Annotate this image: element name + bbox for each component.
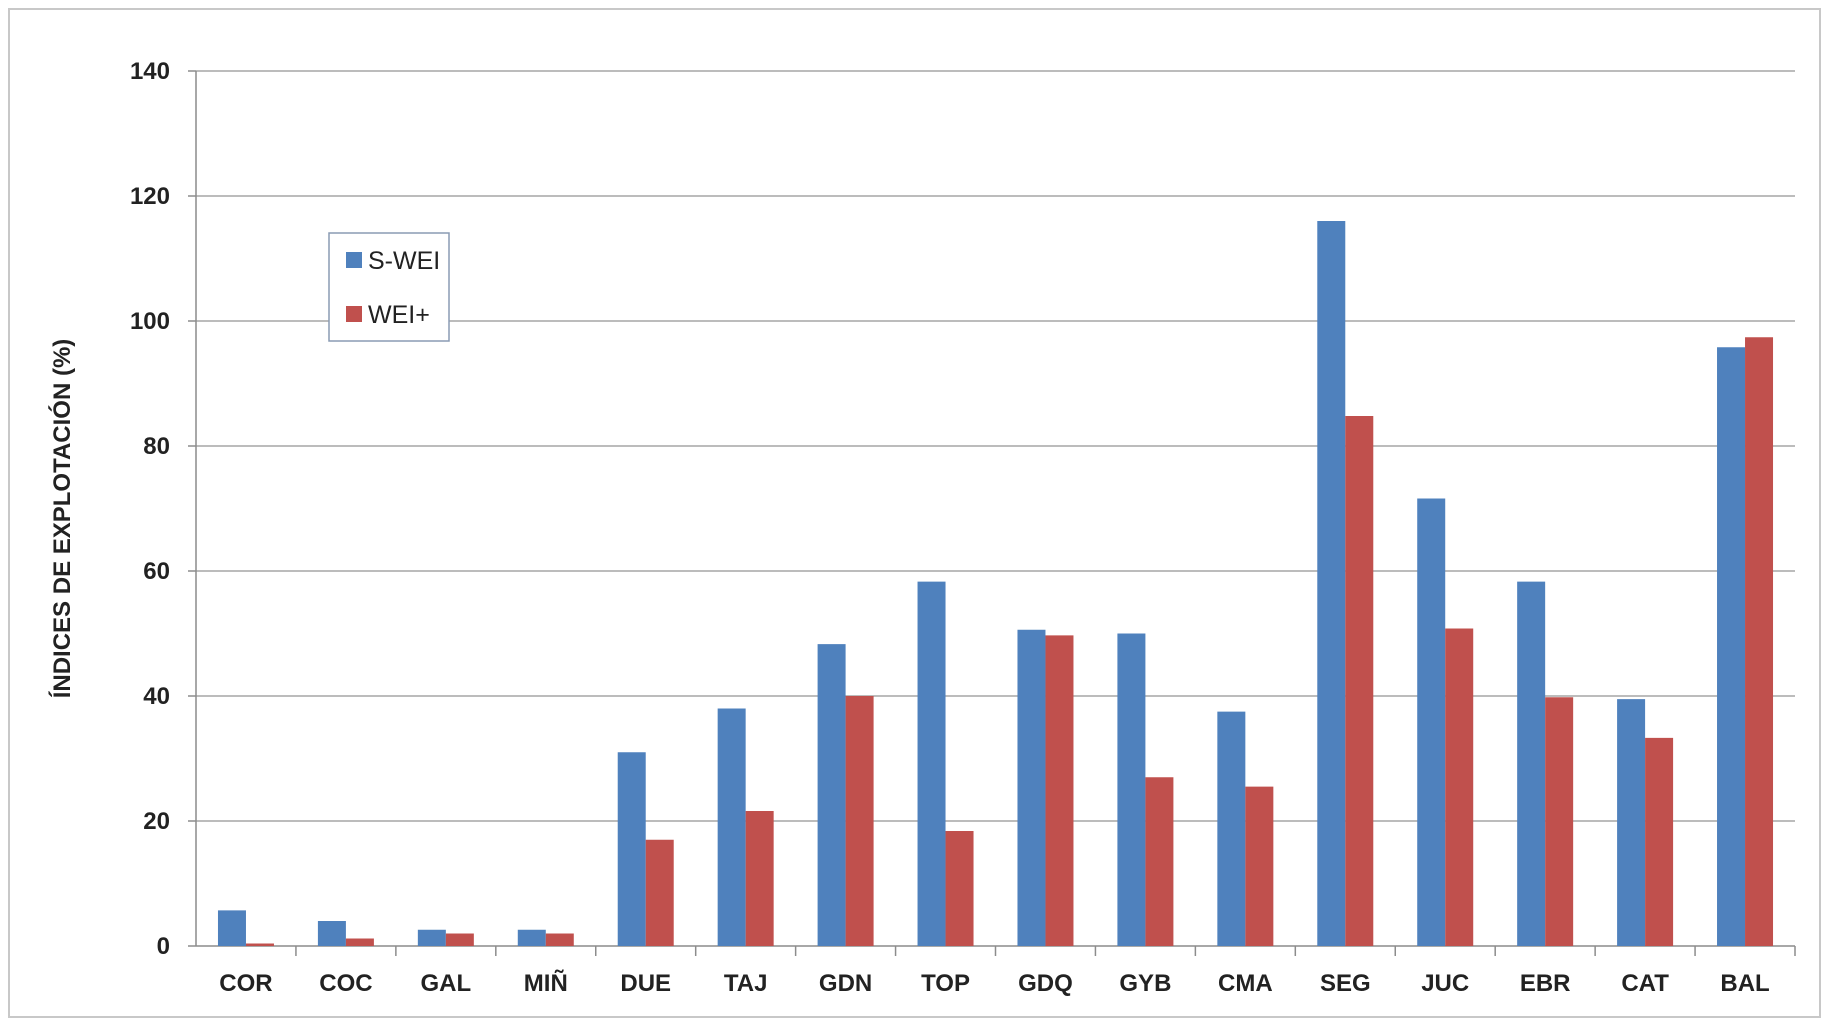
legend-box: [328, 232, 450, 342]
y-tick-label-20: 20: [143, 808, 170, 835]
bar-wei-plus-taj: [745, 811, 774, 946]
bar-wei-plus-gyb: [1145, 777, 1174, 946]
y-tick-label-40: 40: [143, 683, 170, 710]
x-tick-label-cat: CAT: [1621, 970, 1669, 997]
bar-wei-plus-gal: [445, 933, 474, 946]
bar-s-wei-coc: [317, 921, 346, 946]
legend-label-s-wei: S-WEI: [368, 247, 440, 275]
y-tick-label-0: 0: [157, 933, 170, 960]
bar-s-wei-cat: [1617, 699, 1646, 946]
bar-s-wei-gdq: [1017, 629, 1046, 946]
bar-s-wei-miñ: [517, 929, 546, 946]
bar-wei-plus-miñ: [545, 933, 574, 946]
bar-wei-plus-cor: [245, 943, 274, 946]
x-tick-label-gdq: GDQ: [1018, 970, 1073, 997]
bar-s-wei-gdn: [817, 644, 846, 946]
bar-s-wei-juc: [1417, 498, 1446, 946]
y-tick-label-140: 140: [130, 58, 170, 85]
bar-s-wei-cma: [1217, 711, 1246, 946]
bar-wei-plus-ebr: [1545, 697, 1574, 946]
x-tick-label-gdn: GDN: [819, 970, 872, 997]
bar-s-wei-seg: [1317, 221, 1346, 946]
legend: S-WEI WEI+: [328, 232, 450, 342]
x-tick-label-seg: SEG: [1320, 970, 1371, 997]
bar-wei-plus-bal: [1745, 337, 1774, 946]
legend-swatch-wei-plus: [346, 306, 362, 322]
x-tick-label-taj: TAJ: [724, 970, 768, 997]
y-tick-label-100: 100: [130, 308, 170, 335]
x-tick-label-cor: COR: [219, 970, 272, 997]
y-tick-label-60: 60: [143, 558, 170, 585]
x-tick-label-coc: COC: [319, 970, 372, 997]
x-tick-label-due: DUE: [620, 970, 671, 997]
x-tick-label-ebr: EBR: [1520, 970, 1571, 997]
bar-s-wei-top: [917, 581, 946, 946]
bar-wei-plus-cat: [1645, 737, 1674, 946]
x-tick-label-gal: GAL: [421, 970, 472, 997]
x-tick-label-bal: BAL: [1720, 970, 1769, 997]
bar-s-wei-ebr: [1517, 581, 1546, 946]
x-tick-label-miñ: MIÑ: [524, 969, 568, 997]
x-tick-label-juc: JUC: [1421, 970, 1469, 997]
bar-s-wei-taj: [717, 708, 746, 946]
bar-s-wei-gal: [417, 929, 446, 946]
bar-s-wei-gyb: [1117, 633, 1146, 946]
bar-wei-plus-gdn: [845, 696, 874, 946]
x-tick-label-gyb: GYB: [1119, 970, 1171, 997]
bar-s-wei-due: [617, 752, 646, 946]
x-tick-label-cma: CMA: [1218, 970, 1273, 997]
bar-s-wei-bal: [1717, 347, 1746, 946]
legend-swatch-s-wei: [346, 252, 362, 268]
legend-label-wei-plus: WEI+: [368, 301, 430, 329]
y-tick-label-120: 120: [130, 183, 170, 210]
y-tick-label-80: 80: [143, 433, 170, 460]
bar-wei-plus-juc: [1445, 628, 1474, 946]
bar-wei-plus-due: [645, 839, 674, 946]
y-axis-title: ÍNDICES DE EXPLOTACIÓN (%): [48, 339, 76, 699]
bar-wei-plus-top: [945, 831, 974, 946]
bar-wei-plus-coc: [345, 938, 374, 946]
bar-wei-plus-seg: [1345, 416, 1374, 946]
bar-wei-plus-cma: [1245, 786, 1274, 946]
bar-s-wei-cor: [217, 910, 246, 946]
label-layer: 0 20 40 60 80 100 120 140 COR COC GAL MIÑ DUE TAJ GDN T…: [130, 58, 1770, 997]
bar-layer: [217, 221, 1774, 946]
bar-wei-plus-gdq: [1045, 635, 1074, 946]
x-tick-label-top: TOP: [921, 970, 970, 997]
